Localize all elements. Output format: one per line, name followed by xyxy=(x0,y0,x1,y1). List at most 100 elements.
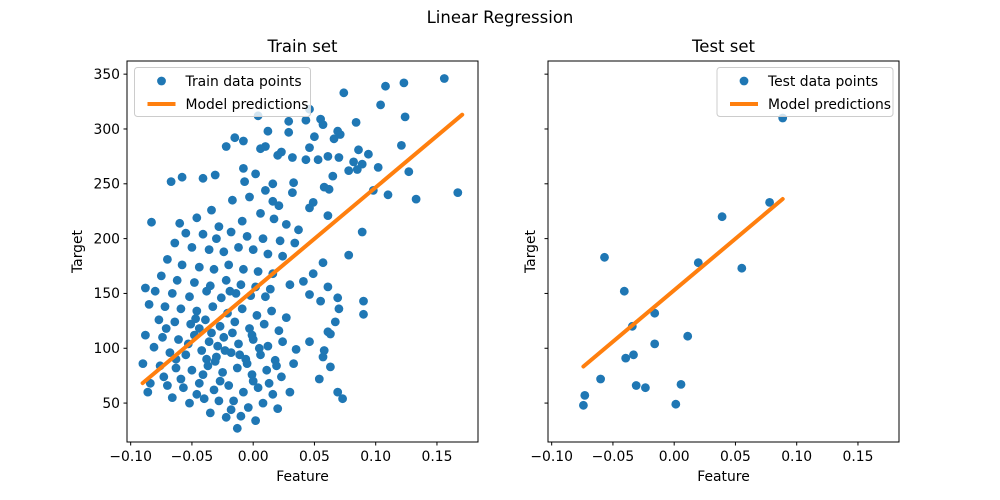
scatter-point xyxy=(248,376,258,386)
scatter-point xyxy=(629,350,638,360)
scatter-point xyxy=(194,262,204,272)
scatter-point xyxy=(258,398,268,408)
x-tick-label: 0.10 xyxy=(360,449,391,465)
scatter-point xyxy=(138,359,148,368)
scatter-point xyxy=(210,357,220,366)
scatter-point xyxy=(323,282,333,292)
scatter-point xyxy=(226,405,236,415)
subplot-title: Test set xyxy=(691,37,755,56)
scatter-point xyxy=(234,243,243,252)
scatter-point xyxy=(170,238,180,248)
scatter-point xyxy=(163,255,172,264)
scatter-point xyxy=(219,247,229,257)
x-tick-label: 0.00 xyxy=(659,449,690,465)
legend: Train data points Model predictions xyxy=(134,67,311,117)
scatter-point xyxy=(154,315,164,325)
scatter-point xyxy=(176,304,186,314)
scatter-point xyxy=(192,306,202,316)
scatter-point xyxy=(278,337,287,347)
scatter-point xyxy=(256,209,265,218)
scatter-point xyxy=(248,245,258,255)
scatter-point xyxy=(228,328,237,338)
scatter-point xyxy=(245,192,254,202)
scatter-point xyxy=(319,346,329,355)
scatter-point xyxy=(225,286,235,296)
scatter-point xyxy=(247,370,257,379)
scatter-point xyxy=(650,339,660,349)
scatter-point xyxy=(254,343,264,353)
scatter-point xyxy=(334,304,344,314)
scatter-point xyxy=(243,403,253,412)
scatter-point xyxy=(641,383,650,393)
scatter-point xyxy=(185,292,194,302)
scatter-point xyxy=(228,195,237,205)
scatter-point xyxy=(334,153,344,162)
x-tick-label: 0.15 xyxy=(842,449,873,465)
scatter-point xyxy=(310,132,319,142)
scatter-point xyxy=(359,296,368,306)
scatter-point xyxy=(205,408,215,418)
scatter-point xyxy=(156,271,166,281)
scatter-point xyxy=(305,203,314,213)
scatter-point xyxy=(199,394,209,404)
scatter-point xyxy=(230,317,240,327)
scatter-point xyxy=(600,252,609,262)
scatter-point xyxy=(344,166,354,176)
scatter-point xyxy=(194,378,204,388)
scatter-point xyxy=(215,376,225,386)
scatter-point xyxy=(289,178,298,188)
scatter-point xyxy=(239,136,248,146)
scatter-point xyxy=(236,411,246,421)
scatter-point xyxy=(335,130,345,139)
scatter-point xyxy=(221,275,231,285)
scatter-point xyxy=(209,264,219,274)
scatter-point xyxy=(150,286,160,296)
scatter-point xyxy=(144,300,154,309)
scatter-point xyxy=(333,293,343,303)
scatter-point xyxy=(187,365,197,375)
scatter-point xyxy=(299,277,308,286)
scatter-point xyxy=(232,423,242,433)
scatter-point xyxy=(671,399,681,409)
scatter-point xyxy=(631,381,641,390)
scatter-point xyxy=(313,155,323,165)
scatter-point xyxy=(284,116,294,126)
scatter-point xyxy=(579,400,588,410)
scatter-point xyxy=(226,227,236,237)
scatter-point xyxy=(288,153,297,162)
scatter-point xyxy=(294,225,303,235)
scatter-point xyxy=(349,157,358,167)
scatter-point xyxy=(273,404,283,413)
scatter-point xyxy=(291,345,301,354)
scatter-point xyxy=(224,260,234,270)
scatter-point xyxy=(383,190,393,200)
scatter-point xyxy=(203,361,213,371)
scatter-point xyxy=(213,341,223,351)
scatter-point xyxy=(277,372,286,382)
scatter-point xyxy=(318,352,328,362)
scatter-point xyxy=(308,269,318,279)
legend-label: Test data points xyxy=(767,74,878,90)
scatter-point xyxy=(717,212,727,222)
x-tick-label: 0.10 xyxy=(781,449,812,465)
scatter-point xyxy=(357,227,367,237)
scatter-point xyxy=(141,283,150,293)
scatter-point xyxy=(177,260,187,270)
scatter-point xyxy=(192,213,202,223)
scatter-point xyxy=(359,309,368,319)
figure-title: Linear Regression xyxy=(427,8,574,27)
scatter-point xyxy=(237,216,247,226)
scatter-point xyxy=(274,201,284,211)
x-axis-label: Feature xyxy=(697,469,750,485)
scatter-point xyxy=(202,354,212,364)
x-tick-label: 0.15 xyxy=(421,449,452,465)
subplot-train: −0.10 −0.05 0.00 0.05 0.10 0.15 50 100 150 200 250… xyxy=(70,37,479,485)
scatter-point xyxy=(201,315,210,325)
scatter-point xyxy=(329,134,339,144)
scatter-point xyxy=(235,350,245,360)
scatter-point xyxy=(263,126,273,136)
scatter-point xyxy=(354,145,363,155)
scatter-point xyxy=(621,353,631,363)
scatter-point xyxy=(323,211,333,221)
